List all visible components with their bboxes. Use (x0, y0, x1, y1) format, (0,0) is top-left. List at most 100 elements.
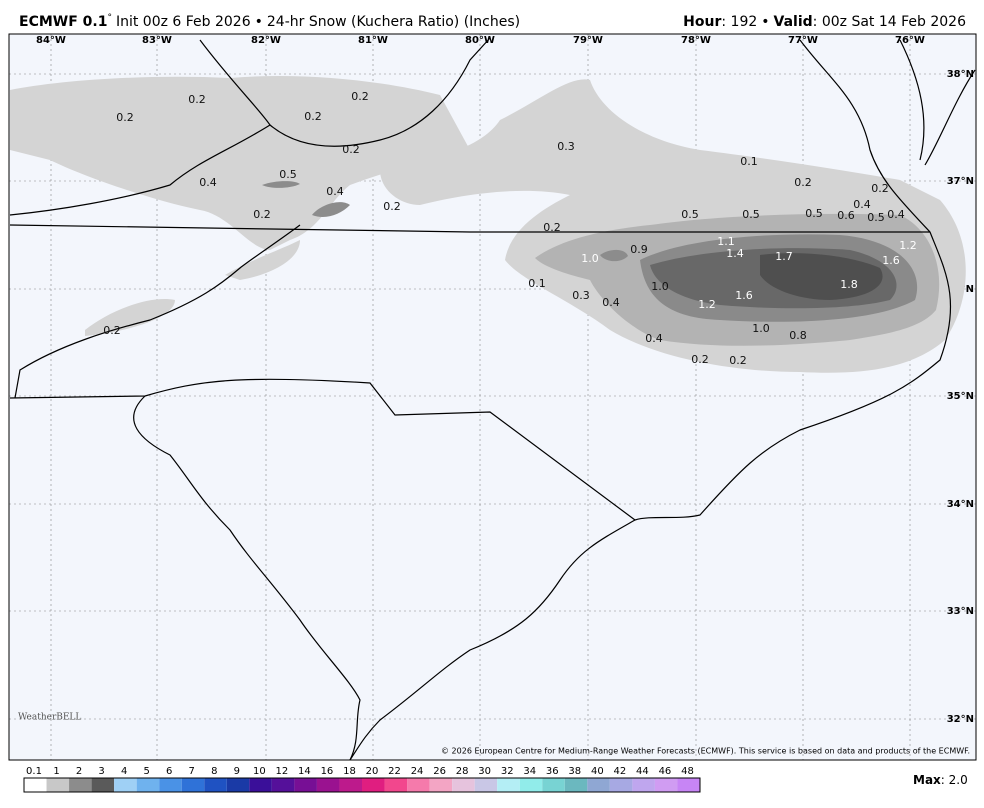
contour-label: 0.3 (572, 289, 590, 302)
longitude-label: 81°W (358, 35, 388, 46)
separator: • (255, 14, 263, 30)
colorbar-label: 48 (681, 766, 694, 777)
product: 24-hr Snow (Kuchera Ratio) (Inches) (267, 14, 520, 30)
colorbar-label: 4 (121, 766, 127, 777)
contour-label: 0.1 (740, 155, 758, 168)
colorbar-label: 30 (478, 766, 491, 777)
map: 84°W 83°W 82°W 81°W 80°W 79°W 78°W 77°W 76°W 38°N… (8, 33, 977, 761)
color-swatch (497, 778, 520, 792)
colorbar-label: 28 (456, 766, 469, 777)
colorbar-label: 10 (253, 766, 266, 777)
contour-label: 1.8 (840, 278, 858, 291)
colorbar-label: 7 (189, 766, 195, 777)
contour-label: 0.5 (805, 207, 823, 220)
colorbar-label: 16 (321, 766, 334, 777)
color-swatch (587, 778, 610, 792)
contour-label: 1.2 (698, 298, 716, 311)
contour-label: 0.3 (557, 140, 575, 153)
colorbar-label: 2 (76, 766, 82, 777)
contour-label: 0.5 (867, 211, 885, 224)
latitude-label: 37°N (947, 176, 974, 187)
hour-value: : 192 (721, 14, 757, 30)
color-swatch (632, 778, 655, 792)
contour-label: 0.2 (342, 143, 360, 156)
contour-label: 0.5 (681, 208, 699, 221)
max: Max: 2.0 (913, 773, 968, 787)
latitude-label: 38°N (947, 69, 974, 80)
colorbar-label: 42 (613, 766, 626, 777)
latitude-label: 33°N (947, 606, 974, 617)
contour-label: 0.4 (853, 198, 871, 211)
colorbar-label: 1 (53, 766, 59, 777)
colorbar-label: 22 (388, 766, 401, 777)
contour-label: 0.4 (199, 176, 217, 189)
color-swatch (249, 778, 272, 792)
colorbar-label: 9 (234, 766, 240, 777)
longitude-label: 77°W (788, 35, 818, 46)
colorbar: 0.1 1 2 3 4 5 6 7 8 9 10 12 14 16 18 20 22 24 26 28 30 32 34 36… (23, 766, 701, 793)
max-label: Max (913, 773, 941, 787)
longitude-label: 76°W (895, 35, 925, 46)
contour-label: 1.1 (717, 235, 735, 248)
colorbar-label: 5 (143, 766, 149, 777)
copyright: © 2026 European Centre for Medium-Range … (441, 747, 970, 756)
color-swatch (654, 778, 678, 792)
latitude-label: 32°N (947, 714, 974, 725)
contour-label: 1.2 (899, 239, 917, 252)
contour-label: 0.5 (279, 168, 297, 181)
header-right: Hour: 192 • Valid: 00z Sat 14 Feb 2026 (683, 14, 966, 30)
contour-label: 0.4 (887, 208, 905, 221)
contour-label: 0.2 (351, 90, 369, 103)
contour-label: 0.4 (602, 296, 620, 309)
model: ECMWF 0.1 (19, 14, 107, 30)
map-frame (8, 33, 977, 761)
color-swatch (69, 778, 92, 792)
longitude-label: 83°W (142, 35, 172, 46)
colorbar-label: 32 (501, 766, 514, 777)
longitude-label: 82°W (251, 35, 281, 46)
contour-label: 1.0 (581, 252, 599, 265)
contour-label: 0.2 (871, 182, 889, 195)
hour-label: Hour (683, 14, 721, 30)
snow-shading (10, 75, 966, 373)
color-swatch (384, 778, 408, 792)
contour-label: 0.2 (188, 93, 206, 106)
color-swatch (407, 778, 430, 792)
contour-label: 0.2 (543, 221, 561, 234)
contour-label: 1.4 (726, 247, 744, 260)
contour-label: 1.7 (775, 250, 793, 263)
contour-label: 0.4 (326, 185, 344, 198)
contour-label: 0.6 (837, 209, 855, 222)
valid-label: Valid (774, 14, 813, 30)
longitude-label: 80°W (465, 35, 495, 46)
colorbar-label: 46 (659, 766, 672, 777)
colorbar-label: 36 (546, 766, 559, 777)
degree: ° (107, 13, 112, 23)
color-swatch (204, 778, 227, 792)
color-swatch (609, 778, 633, 792)
colorbar-label: 24 (411, 766, 424, 777)
contour-label: 0.4 (645, 332, 663, 345)
color-swatch (46, 778, 70, 792)
colorbar-label: 44 (636, 766, 649, 777)
color-swatch (316, 778, 340, 792)
contour-labels: 0.20.20.20.20.20.40.50.40.20.20.30.10.2 0… (103, 90, 917, 367)
colorbar-label: 0.1 (26, 766, 42, 777)
color-swatch (136, 778, 160, 792)
color-swatch (339, 778, 362, 792)
color-swatch (542, 778, 565, 792)
color-swatch (114, 778, 137, 792)
colorbar-label: 40 (591, 766, 604, 777)
contour-label: 1.6 (882, 254, 900, 267)
contour-label: 1.0 (752, 322, 770, 335)
contour-label: 0.2 (304, 110, 322, 123)
colorbar-label: 18 (343, 766, 356, 777)
contour-label: 0.2 (116, 111, 134, 124)
colorbar-label: 20 (366, 766, 379, 777)
colorbar-label: 12 (275, 766, 288, 777)
colorbar-frame (23, 777, 701, 793)
contour-label: 0.8 (789, 329, 807, 342)
contour-label: 1.6 (735, 289, 753, 302)
colorbar-label: 26 (433, 766, 446, 777)
color-swatch (159, 778, 182, 792)
